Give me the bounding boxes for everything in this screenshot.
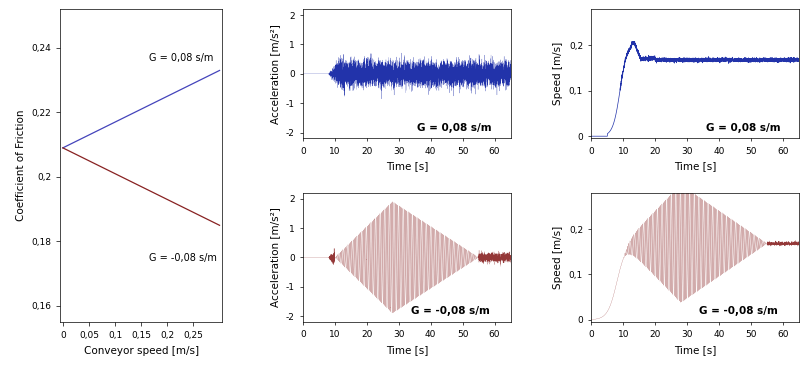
Y-axis label: Speed [m/s]: Speed [m/s] [553, 226, 562, 289]
Y-axis label: Acceleration [m/s²]: Acceleration [m/s²] [269, 208, 280, 307]
Text: G = -0,08 s/m: G = -0,08 s/m [411, 306, 489, 316]
X-axis label: Conveyor speed [m/s]: Conveyor speed [m/s] [83, 346, 199, 356]
Y-axis label: Acceleration [m/s²]: Acceleration [m/s²] [269, 24, 280, 124]
Text: G = -0,08 s/m: G = -0,08 s/m [699, 306, 777, 316]
X-axis label: Time [s]: Time [s] [673, 345, 715, 355]
Text: G = -0,08 s/m: G = -0,08 s/m [149, 253, 217, 263]
Text: G = 0,08 s/m: G = 0,08 s/m [149, 53, 213, 63]
Y-axis label: Coefficient of Friction: Coefficient of Friction [15, 110, 26, 221]
X-axis label: Time [s]: Time [s] [385, 345, 427, 355]
X-axis label: Time [s]: Time [s] [385, 161, 427, 171]
Text: G = 0,08 s/m: G = 0,08 s/m [705, 123, 780, 133]
X-axis label: Time [s]: Time [s] [673, 161, 715, 171]
Text: G = 0,08 s/m: G = 0,08 s/m [416, 123, 491, 133]
Y-axis label: Speed [m/s]: Speed [m/s] [553, 42, 562, 105]
